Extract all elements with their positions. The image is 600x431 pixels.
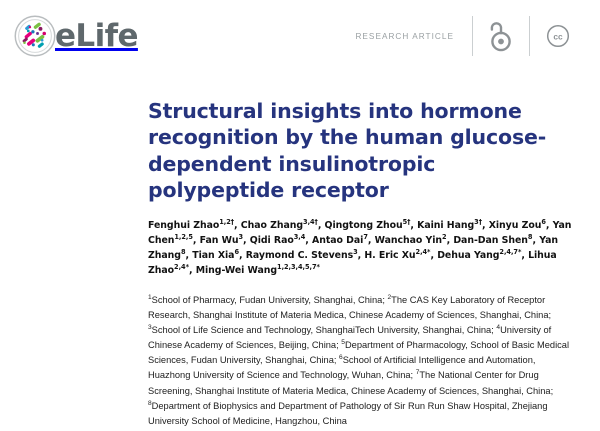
affiliation-marker: 5 bbox=[341, 339, 345, 347]
page-title: Structural insights into hormone recogni… bbox=[148, 99, 547, 203]
page-header: eLife RESEARCH ARTICLE cc bbox=[0, 0, 600, 72]
author-name[interactable]: Kaini Hang bbox=[417, 219, 475, 231]
affiliation-marker: 1 bbox=[148, 293, 152, 301]
author-affiliation-marker: 2,4,7* bbox=[499, 248, 522, 257]
author-name[interactable]: Ming-Wei Wang bbox=[195, 265, 278, 277]
affiliation-list: 1School of Pharmacy, Fudan University, S… bbox=[148, 293, 580, 429]
affiliation-text: University of Chinese Academy of Science… bbox=[148, 324, 552, 351]
creative-commons-icon: cc bbox=[546, 24, 570, 48]
author-name[interactable]: Fenghui Zhao bbox=[148, 219, 220, 231]
affiliation-marker: 7 bbox=[415, 369, 420, 377]
article-header-block: Structural insights into hormone recogni… bbox=[0, 98, 600, 429]
affiliation-marker: 3 bbox=[148, 323, 152, 331]
author-affiliation-marker: 6 bbox=[541, 217, 546, 226]
elife-wordmark: eLife bbox=[55, 17, 139, 54]
author-name[interactable]: Dehua Yang bbox=[437, 250, 500, 262]
svg-text:cc: cc bbox=[553, 31, 563, 41]
author-name[interactable]: H. Eric Xu bbox=[364, 250, 416, 262]
affiliation-text: School of Life Science and Technology, S… bbox=[151, 324, 497, 335]
affiliation-marker: 8 bbox=[148, 399, 152, 407]
author-name[interactable]: Qidi Rao bbox=[249, 234, 294, 246]
author-affiliation-marker: 3 bbox=[238, 232, 244, 241]
affiliation-text: Department of Pharmacology, School of Ba… bbox=[148, 340, 570, 366]
author-name[interactable]: Lihua Zhao bbox=[148, 250, 557, 277]
author-name[interactable]: Antao Dai bbox=[312, 234, 364, 246]
author-name[interactable]: Qingtong Zhou bbox=[324, 219, 403, 231]
author-affiliation-marker: 8 bbox=[527, 232, 533, 241]
author-affiliation-marker: 3 bbox=[353, 248, 358, 257]
header-meta: RESEARCH ARTICLE cc bbox=[355, 13, 586, 59]
author-affiliation-marker: 5† bbox=[402, 217, 411, 226]
author-name[interactable]: Dan-Dan Shen bbox=[453, 234, 528, 246]
author-affiliation-marker: 6 bbox=[234, 248, 240, 257]
author-name[interactable]: Chao Zhang bbox=[240, 219, 304, 231]
affiliation-marker: 4 bbox=[496, 323, 501, 331]
author-affiliation-marker: 2,4* bbox=[174, 263, 189, 272]
affiliation-marker: 2 bbox=[387, 293, 392, 301]
author-name[interactable]: Raymond C. Stevens bbox=[245, 250, 354, 262]
author-name[interactable]: Yan Zhang bbox=[148, 234, 558, 262]
article-type-kicker: RESEARCH ARTICLE bbox=[355, 31, 454, 41]
author-affiliation-marker: 3† bbox=[474, 217, 482, 226]
author-list: Fenghui Zhao1,2†, Chao Zhang3,4†, Qingto… bbox=[148, 217, 572, 277]
author-affiliation-marker: 2 bbox=[442, 232, 447, 241]
author-name[interactable]: Wanchao Yin bbox=[374, 234, 443, 246]
affiliation-marker: 6 bbox=[339, 354, 343, 362]
header-divider-2 bbox=[529, 16, 530, 56]
elife-logo-link[interactable]: eLife bbox=[14, 15, 139, 57]
header-divider-1 bbox=[472, 16, 473, 56]
affiliation-text: The National Center for Drug Screening, … bbox=[148, 370, 554, 396]
affiliation-text: Department of Biophysics and Department … bbox=[148, 400, 548, 426]
author-affiliation-marker: 1,2† bbox=[219, 217, 235, 226]
author-affiliation-marker: 1,2,3,4,5,7* bbox=[277, 263, 320, 272]
author-name[interactable]: Yan Chen bbox=[148, 219, 572, 246]
affiliation-text: School of Artificial Intelligence and Au… bbox=[148, 355, 536, 381]
elife-petri-dish-icon bbox=[14, 15, 56, 57]
author-affiliation-marker: 3,4† bbox=[303, 217, 318, 226]
affiliation-text: The CAS Key Laboratory of Receptor Resea… bbox=[148, 294, 552, 320]
author-name[interactable]: Xinyu Zou bbox=[488, 219, 542, 231]
author-name[interactable]: Tian Xia bbox=[192, 250, 235, 262]
author-affiliation-marker: 8 bbox=[180, 248, 186, 257]
author-affiliation-marker: 1,2,5 bbox=[174, 232, 193, 241]
affiliation-text: School of Pharmacy, Fudan University, Sh… bbox=[151, 294, 388, 305]
author-affiliation-marker: 7 bbox=[363, 232, 368, 241]
creative-commons-badge[interactable]: cc bbox=[530, 24, 586, 48]
open-access-lock-icon bbox=[490, 22, 511, 52]
author-affiliation-marker: 3,4 bbox=[293, 232, 306, 241]
author-name[interactable]: Fan Wu bbox=[199, 234, 239, 246]
open-access-badge[interactable] bbox=[473, 19, 529, 53]
author-affiliation-marker: 2,4* bbox=[415, 248, 431, 257]
